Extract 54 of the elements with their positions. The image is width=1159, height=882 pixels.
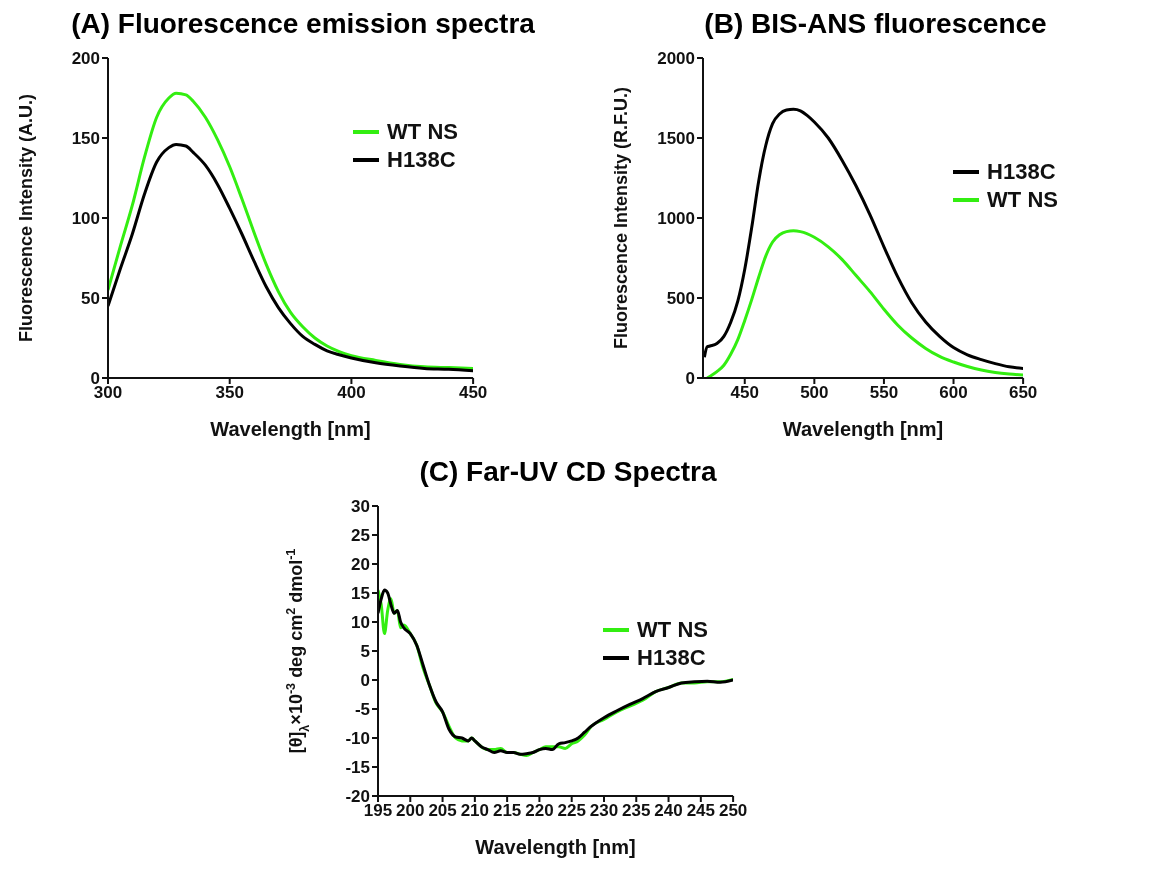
x-tick-label: 450 xyxy=(730,383,759,403)
x-tick-label: 350 xyxy=(215,383,244,403)
x-tick-label: 650 xyxy=(1008,383,1038,403)
y-tick-label: 500 xyxy=(666,289,695,309)
y-tick-label: 20 xyxy=(351,555,370,575)
chart-title: (B) BIS-ANS fluorescence xyxy=(703,8,1048,40)
y-axis-title: Fluorescence Intensity (R.F.U.) xyxy=(611,86,631,350)
x-tick-label: 230 xyxy=(589,801,619,821)
x-tick-label: 450 xyxy=(458,383,488,403)
x-tick-label: 250 xyxy=(718,801,748,821)
y-tick-label: 100 xyxy=(71,209,100,229)
x-tick-label: 240 xyxy=(654,801,683,821)
x-tick-label: 550 xyxy=(869,383,899,403)
x-tick-label: 200 xyxy=(396,801,425,821)
x-axis-title: Wavelength [nm] xyxy=(210,418,371,440)
y-tick-label: 15 xyxy=(351,584,370,604)
legend-label: WT NS xyxy=(987,186,1058,214)
y-tick-label: 25 xyxy=(351,526,370,546)
y-tick-label: 1000 xyxy=(657,209,695,229)
legend-label: H138C xyxy=(637,644,706,672)
y-tick-label: 50 xyxy=(81,289,100,309)
x-tick-label: 600 xyxy=(939,383,968,403)
x-tick-label: 235 xyxy=(622,801,651,821)
y-tick-label: 200 xyxy=(71,49,100,69)
x-tick-label: 400 xyxy=(337,383,366,403)
y-axis-title: Fluorescence Intensity (A.U.) xyxy=(16,93,36,343)
y-tick-label: 5 xyxy=(360,642,370,662)
y-tick-label: -10 xyxy=(345,729,370,749)
x-tick-label: 225 xyxy=(557,801,586,821)
line-series xyxy=(108,142,474,373)
chart-title: (C) Far-UV CD Spectra xyxy=(418,456,718,488)
y-tick-label: 10 xyxy=(351,613,370,633)
legend-label: H138C xyxy=(987,158,1056,186)
x-tick-label: 205 xyxy=(428,801,457,821)
legend-label: WT NS xyxy=(637,616,708,644)
legend-label: H138C xyxy=(387,146,456,174)
x-tick-label: 220 xyxy=(525,801,554,821)
x-tick-label: 210 xyxy=(460,801,490,821)
legend-label: WT NS xyxy=(387,118,458,146)
line-series xyxy=(108,91,474,370)
y-tick-label: -5 xyxy=(354,700,370,720)
y-tick-label: 30 xyxy=(351,497,370,517)
y-tick-label: 150 xyxy=(71,129,100,149)
x-tick-label: 215 xyxy=(492,801,522,821)
y-tick-label: 0 xyxy=(685,369,695,389)
y-tick-label: -15 xyxy=(345,758,370,778)
y-tick-label: 0 xyxy=(360,671,370,691)
x-axis-title: Wavelength [nm] xyxy=(782,418,944,440)
chart-title: (A) Fluorescence emission spectra xyxy=(70,8,536,40)
y-tick-label: 2000 xyxy=(657,49,695,69)
x-tick-label: 500 xyxy=(800,383,829,403)
x-tick-label: 245 xyxy=(686,801,716,821)
x-axis-title: Wavelength [nm] xyxy=(475,836,636,858)
y-tick-label: 1500 xyxy=(657,129,695,149)
